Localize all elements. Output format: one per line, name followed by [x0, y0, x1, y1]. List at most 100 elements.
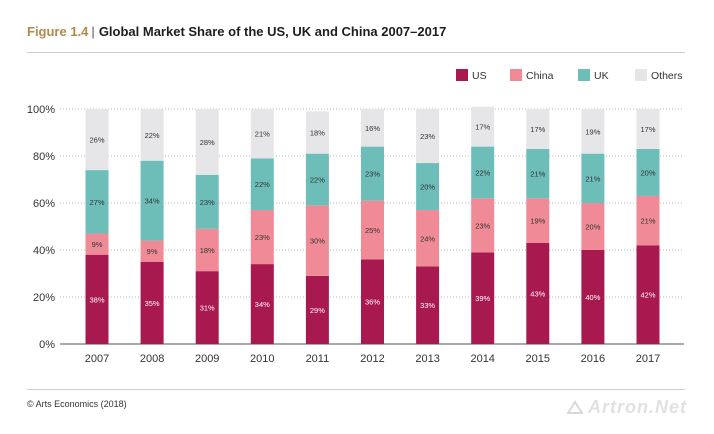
- x-tick-label: 2009: [195, 353, 219, 365]
- bar-china: [361, 200, 384, 260]
- legend-item-us: US: [456, 69, 487, 82]
- bar-china: [305, 205, 329, 276]
- source-note: © Arts Economics (2018): [27, 399, 127, 409]
- data-label: 22%: [255, 180, 270, 189]
- chart-title: Global Market Share of the US, UK and Ch…: [98, 24, 447, 39]
- bar-us: [305, 275, 329, 344]
- bottom-divider: [27, 389, 685, 390]
- bar-china: [250, 210, 274, 265]
- bar-us: [581, 250, 605, 344]
- bar-china: [636, 195, 660, 246]
- title-separator: |: [91, 24, 95, 39]
- legend-swatch: [578, 69, 590, 81]
- data-label: 21%: [530, 170, 545, 179]
- bar-china: [581, 203, 605, 250]
- bar-china: [195, 228, 219, 272]
- data-label: 20%: [640, 168, 655, 177]
- bar-us: [636, 245, 660, 344]
- bar-china: [416, 210, 440, 267]
- data-label: 33%: [420, 301, 435, 310]
- x-tick-label: 2014: [470, 353, 494, 365]
- legend-item-china: China: [510, 69, 554, 82]
- bar-uk: [416, 163, 440, 211]
- data-label: 38%: [89, 295, 104, 304]
- data-label: 17%: [640, 125, 655, 134]
- legend-label: UK: [594, 70, 609, 82]
- data-label: 23%: [255, 233, 270, 242]
- data-label: 21%: [585, 174, 600, 183]
- bar-uk: [85, 170, 109, 234]
- y-tick-label: 0%: [39, 339, 55, 351]
- bar-uk: [581, 153, 605, 203]
- data-label: 29%: [310, 306, 325, 315]
- legend-label: China: [526, 70, 554, 82]
- y-tick-label: 80%: [33, 151, 55, 163]
- legend-item-others: Others: [635, 69, 683, 82]
- bar-uk: [195, 174, 219, 229]
- x-tick-label: 2010: [250, 353, 274, 365]
- legend-label: Others: [651, 70, 683, 82]
- data-label: 23%: [420, 132, 435, 141]
- bar-others: [471, 106, 495, 147]
- bar-uk: [140, 160, 164, 241]
- top-divider: [27, 52, 685, 53]
- bar-uk: [526, 148, 550, 199]
- x-tick-label: 2008: [140, 353, 164, 365]
- bar-uk: [250, 158, 274, 211]
- bar-china: [85, 233, 109, 255]
- data-label: 18%: [200, 246, 215, 255]
- data-label: 25%: [365, 226, 380, 235]
- bar-others: [85, 109, 109, 171]
- y-tick-label: 20%: [33, 292, 55, 304]
- data-label: 20%: [585, 223, 600, 232]
- data-label: 23%: [365, 170, 380, 179]
- data-label: 31%: [200, 304, 215, 313]
- x-tick-label: 2011: [306, 353, 330, 365]
- data-label: 19%: [585, 127, 600, 136]
- bar-us: [471, 252, 495, 344]
- data-label: 40%: [585, 293, 600, 302]
- watermark-text: Artron.Net: [588, 397, 687, 417]
- bar-others: [305, 111, 329, 154]
- data-label: 16%: [365, 124, 380, 133]
- data-label: 39%: [475, 294, 490, 303]
- bar-uk: [636, 148, 660, 196]
- bar-uk: [361, 146, 384, 201]
- figure-title: Figure 1.4 | Global Market Share of the US…: [27, 24, 446, 39]
- y-axis: 0% 20% 40% 60% 80% 100%: [27, 104, 55, 351]
- data-label: 22%: [310, 176, 325, 185]
- data-label: 43%: [530, 289, 545, 298]
- data-label: 9%: [147, 247, 158, 256]
- bar-china: [526, 198, 550, 243]
- bar-us: [85, 254, 109, 344]
- data-label: 34%: [255, 300, 270, 309]
- bar-others: [581, 109, 605, 154]
- x-tick-label: 2017: [636, 353, 660, 365]
- bar-others: [416, 109, 440, 164]
- data-label: 22%: [475, 168, 490, 177]
- data-label: 19%: [530, 217, 545, 226]
- bar-us: [361, 259, 384, 344]
- data-label: 28%: [200, 138, 215, 147]
- data-labels: 38% 9% 27% 26% 35% 9% 34% 22% 31% 18% 23% 28% 34% 23%…: [89, 123, 655, 315]
- data-label: 30%: [310, 237, 325, 246]
- legend-item-uk: UK: [578, 69, 609, 82]
- legend-swatch: [635, 69, 647, 81]
- data-label: 20%: [420, 183, 435, 192]
- x-tick-label: 2013: [415, 353, 439, 365]
- x-tick-label: 2012: [360, 353, 384, 365]
- bar-us: [526, 242, 550, 344]
- x-tick-label: 2016: [581, 353, 605, 365]
- data-label: 24%: [420, 234, 435, 243]
- bar-uk: [305, 153, 329, 206]
- legend-swatch: [456, 69, 468, 81]
- watermark: Artron.Net: [566, 397, 687, 418]
- data-label: 27%: [89, 198, 104, 207]
- bar-us: [195, 271, 219, 344]
- bar-us: [250, 264, 274, 344]
- legend-swatch: [510, 69, 522, 81]
- data-label: 17%: [475, 123, 490, 132]
- figure-number: Figure 1.4: [27, 24, 89, 39]
- data-label: 9%: [92, 240, 103, 249]
